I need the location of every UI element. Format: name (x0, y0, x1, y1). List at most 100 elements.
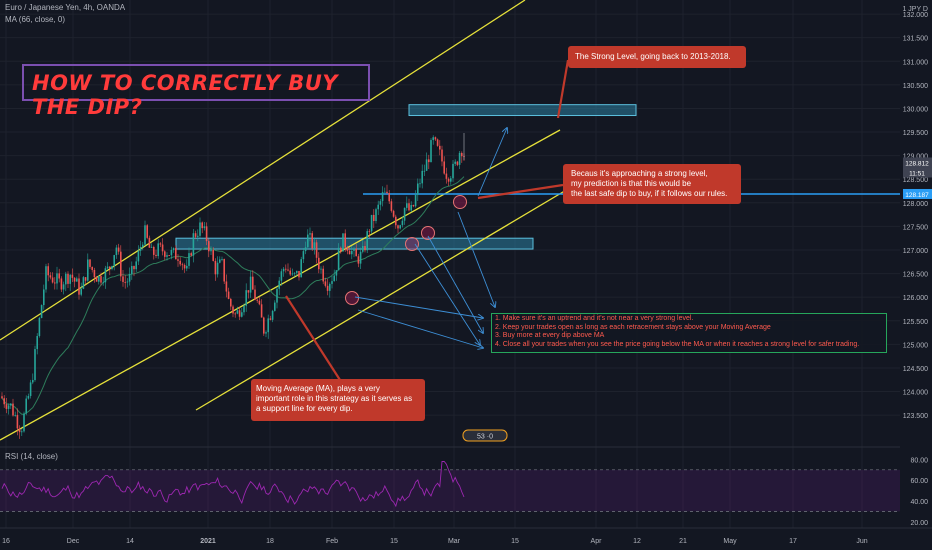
candle-body (311, 233, 313, 249)
candle-body (113, 255, 115, 267)
y-tick-label: 128.500 (903, 177, 928, 184)
candle-body (300, 259, 302, 278)
candle-body (313, 242, 316, 249)
x-tick-label: 17 (789, 538, 797, 545)
candle-body (357, 256, 360, 264)
candle-body (395, 216, 397, 226)
y-tick-label: 131.000 (903, 59, 928, 66)
candle-body (128, 273, 131, 282)
candle-body (27, 395, 30, 399)
candle-body (106, 266, 109, 269)
candle-body (252, 276, 254, 290)
candle-body (210, 249, 212, 252)
y-tick-label: 126.000 (903, 295, 928, 302)
candle-body (58, 273, 60, 279)
candle-body (223, 259, 225, 282)
candle-body (16, 415, 19, 429)
candle-body (192, 233, 195, 256)
rsi-line (1, 461, 465, 508)
candle-body (12, 403, 14, 416)
candle-body (293, 272, 296, 274)
projection-arrow (477, 128, 507, 197)
candle-body (397, 225, 399, 229)
candle-body (73, 277, 76, 282)
y-tick-label: 131.500 (903, 36, 928, 43)
candle-body (5, 404, 8, 409)
candle-body (436, 139, 439, 146)
candle-body (386, 191, 388, 194)
x-tick-label: 12 (633, 538, 641, 545)
x-tick-label: Mar (448, 538, 461, 545)
candle-body (260, 304, 263, 318)
candle-body (71, 274, 74, 278)
candle-body (245, 290, 247, 306)
candle-body (335, 270, 338, 276)
rules-box: 1. Make sure it's an uptrend and it's no… (491, 313, 887, 353)
x-tick-label: 15 (511, 538, 519, 545)
candle-body (241, 312, 243, 317)
dip-arrow (354, 296, 483, 318)
candle-body (406, 203, 408, 208)
candle-body (428, 159, 430, 163)
x-tick-label: May (723, 538, 737, 545)
candle-body (403, 207, 406, 221)
candle-body (329, 283, 331, 291)
candle-body (399, 225, 401, 229)
candle-body (219, 259, 221, 263)
candle-body (267, 318, 269, 333)
x-tick-label: Apr (591, 538, 603, 545)
candle-body (117, 247, 120, 252)
candle-body (69, 274, 71, 284)
strong-level-callout: The Strong Level, going back to 2013-201… (568, 46, 746, 68)
candle-body (278, 280, 280, 289)
candle-body (150, 246, 153, 248)
candle-body (289, 270, 291, 275)
candle-body (38, 317, 41, 337)
candle-body (271, 310, 274, 320)
candle-body (412, 205, 415, 207)
candle-body (337, 247, 340, 271)
candle-body (172, 248, 175, 250)
candle-body (425, 159, 428, 171)
candle-body (40, 305, 43, 318)
candle-body (155, 254, 157, 257)
candle-body (170, 249, 173, 256)
channel-line (0, 0, 526, 341)
candle-body (122, 276, 124, 282)
rsi-tick-label: 60.00 (910, 478, 928, 485)
candle-body (120, 251, 122, 277)
y-tick-label: 127.000 (903, 248, 928, 255)
candle-body (115, 247, 118, 256)
candle-body (104, 268, 107, 283)
candle-body (3, 398, 5, 405)
candle-body (254, 289, 256, 300)
candle-body (309, 233, 311, 235)
candle-body (109, 266, 111, 269)
candle-body (139, 246, 142, 251)
moving-average-line (1, 176, 465, 415)
candle-body (1, 396, 3, 399)
callout-pointer (556, 59, 570, 119)
candle-body (203, 226, 206, 229)
candle-body (353, 248, 355, 251)
candle-body (388, 193, 390, 202)
candle-body (135, 261, 137, 270)
candle-body (366, 231, 368, 251)
candle-body (269, 318, 272, 320)
dip-circle (345, 291, 359, 305)
candle-body (60, 278, 63, 290)
candle-body (67, 273, 69, 284)
candle-body (452, 163, 454, 179)
candle-body (177, 259, 179, 261)
candle-body (29, 382, 32, 396)
candle-body (318, 257, 320, 270)
candle-body (199, 222, 201, 236)
candle-body (392, 210, 395, 217)
dip-arrow (414, 243, 480, 345)
candle-body (461, 152, 463, 157)
rule-3: 3. Buy more at every dip above MA (495, 332, 605, 339)
candle-body (439, 145, 441, 150)
x-tick-label: 15 (390, 538, 398, 545)
